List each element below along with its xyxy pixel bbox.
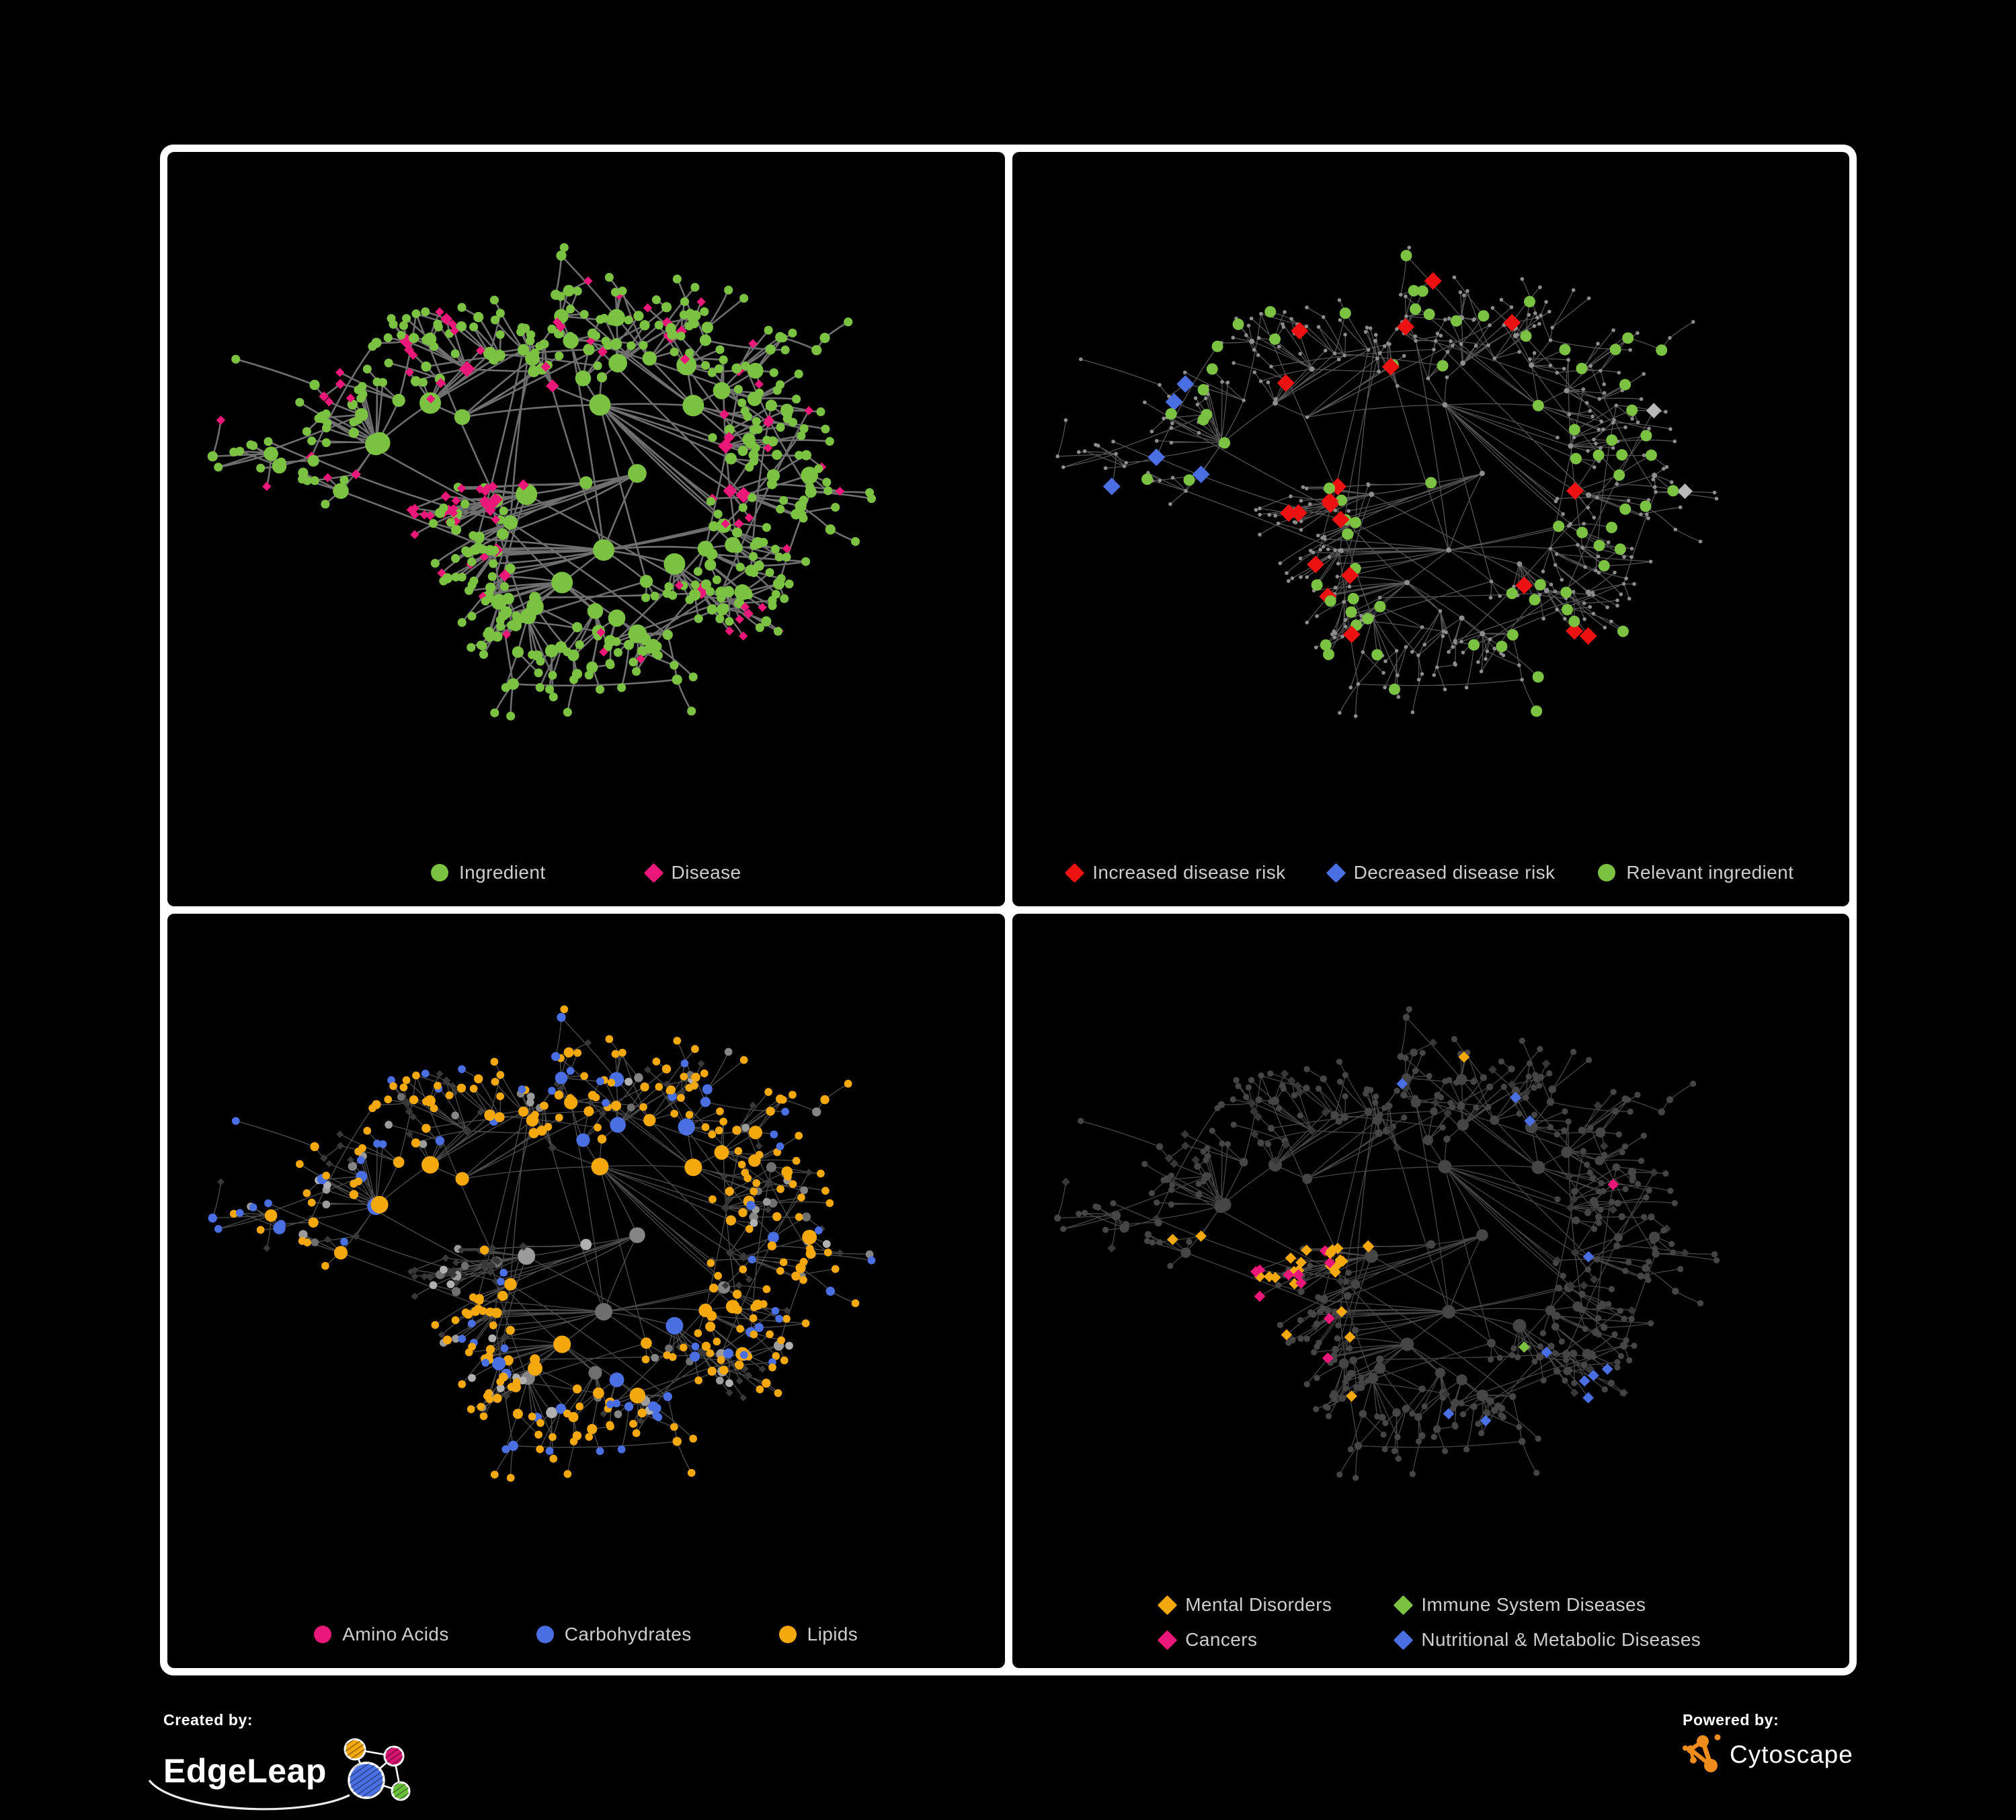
ingredient-swatch-icon	[430, 864, 448, 881]
panel-disease-risk: Increased disease risk Decreased disease…	[1012, 152, 1850, 906]
legend-item-nutritional-metabolic-diseases: Nutritional & Metabolic Diseases	[1393, 1629, 1701, 1651]
legend-item-cancers: Cancers	[1157, 1629, 1332, 1651]
legend-item-decreased-risk: Decreased disease risk	[1326, 862, 1556, 883]
legend-label: Cancers	[1185, 1629, 1258, 1650]
legend-item-carbohydrates: Carbohydrates	[536, 1624, 692, 1645]
legend-label: Carbohydrates	[564, 1624, 692, 1645]
relevant-ingredient-swatch-icon	[1598, 864, 1616, 881]
legend-item-lipids: Lipids	[778, 1624, 858, 1645]
legend-label: Disease	[671, 862, 741, 883]
increased-risk-swatch-icon	[1064, 863, 1085, 883]
decreased-risk-swatch-icon	[1326, 863, 1346, 883]
legend-disease-risk: Increased disease risk Decreased disease…	[1012, 862, 1850, 883]
cancers-swatch-icon	[1157, 1630, 1178, 1650]
legend-label: Amino Acids	[342, 1624, 449, 1645]
legend-disease-classes: Mental Disorders Immune System Diseases …	[1012, 1594, 1850, 1651]
network-graph-disease-risk	[1055, 245, 1718, 718]
legend-nutrient-classes: Amino Acids Carbohydrates Lipids	[167, 1624, 1005, 1645]
legend-label: Relevant ingredient	[1626, 862, 1794, 883]
legend-label: Ingredient	[458, 862, 546, 883]
panel-disease-classes: Mental Disorders Immune System Diseases …	[1012, 914, 1850, 1668]
lipids-swatch-icon	[778, 1626, 797, 1643]
panel-grid: Ingredient Disease Increased disease ris…	[160, 145, 1857, 1675]
legend-item-ingredient: Ingredient	[430, 862, 546, 883]
legend-item-mental-disorders: Mental Disorders	[1157, 1594, 1332, 1616]
carbohydrates-swatch-icon	[536, 1626, 554, 1643]
legend-label: Immune System Diseases	[1421, 1594, 1646, 1615]
edgeleap-logo-icon	[148, 1738, 411, 1811]
immune-system-diseases-swatch-icon	[1393, 1595, 1414, 1615]
network-graph-disease-classes	[1053, 1006, 1720, 1481]
edgeleap-wordmark: EdgeLeap	[163, 1752, 327, 1790]
legend-item-disease: Disease	[643, 862, 741, 883]
legend-item-increased-risk: Increased disease risk	[1064, 862, 1286, 883]
legend-item-immune-system-diseases: Immune System Diseases	[1393, 1594, 1701, 1616]
disease-swatch-icon	[643, 863, 663, 883]
network-graph-ingredient-disease	[207, 243, 877, 721]
created-by-credit: Created by: EdgeLeap	[148, 1711, 430, 1811]
powered-by-credit: Powered by: Cytoscape	[1683, 1711, 1853, 1775]
legend-label: Mental Disorders	[1185, 1594, 1332, 1615]
legend-ingredient-disease: Ingredient Disease	[167, 862, 1005, 883]
cytoscape-wordmark: Cytoscape	[1730, 1740, 1853, 1768]
network-graph-nutrient-classes	[208, 1005, 876, 1482]
panel-ingredient-disease: Ingredient Disease	[167, 152, 1005, 906]
legend-label: Decreased disease risk	[1353, 862, 1556, 883]
powered-by-label: Powered by:	[1683, 1711, 1779, 1729]
amino-acids-swatch-icon	[314, 1626, 332, 1643]
legend-label: Lipids	[807, 1624, 858, 1645]
legend-item-relevant-ingredient: Relevant ingredient	[1598, 862, 1793, 883]
legend-label: Increased disease risk	[1092, 862, 1286, 883]
cytoscape-logo-icon	[1683, 1734, 1721, 1772]
panel-nutrient-classes: Amino Acids Carbohydrates Lipids	[167, 914, 1005, 1668]
created-by-label: Created by:	[163, 1711, 253, 1729]
mental-disorders-swatch-icon	[1157, 1595, 1178, 1615]
legend-label: Nutritional & Metabolic Diseases	[1421, 1629, 1701, 1650]
nutritional-metabolic-swatch-icon	[1393, 1630, 1414, 1650]
legend-item-amino-acids: Amino Acids	[314, 1624, 448, 1645]
